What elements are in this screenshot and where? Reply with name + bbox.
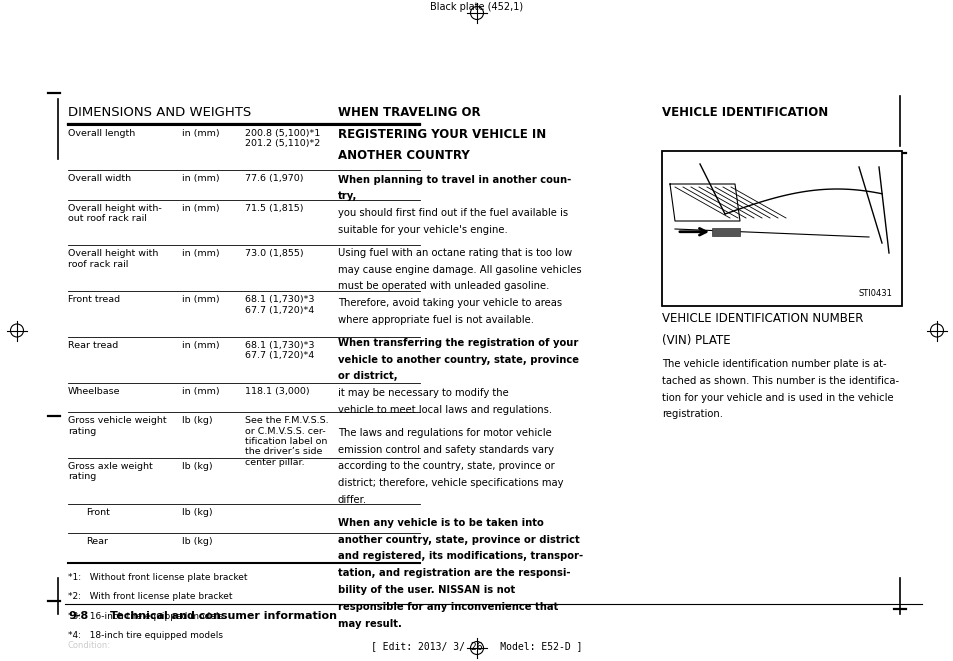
- Text: vehicle to another country, state, province: vehicle to another country, state, provi…: [337, 354, 578, 364]
- Text: may cause engine damage. All gasoline vehicles: may cause engine damage. All gasoline ve…: [337, 264, 581, 274]
- Text: suitable for your vehicle's engine.: suitable for your vehicle's engine.: [337, 225, 507, 235]
- Text: ANOTHER COUNTRY: ANOTHER COUNTRY: [337, 149, 469, 162]
- Text: lb (kg): lb (kg): [182, 508, 213, 517]
- Text: *1:   Without front license plate bracket: *1: Without front license plate bracket: [68, 572, 247, 582]
- Text: Rear: Rear: [86, 537, 108, 546]
- Text: in (mm): in (mm): [182, 295, 219, 304]
- Text: 200.8 (5,100)*1
201.2 (5,110)*2: 200.8 (5,100)*1 201.2 (5,110)*2: [245, 128, 320, 148]
- Text: Rear tread: Rear tread: [68, 341, 118, 350]
- Text: Front: Front: [86, 508, 110, 517]
- Text: where appropriate fuel is not available.: where appropriate fuel is not available.: [337, 315, 534, 325]
- Text: VEHICLE IDENTIFICATION NUMBER: VEHICLE IDENTIFICATION NUMBER: [661, 312, 862, 325]
- Text: emission control and safety standards vary: emission control and safety standards va…: [337, 444, 554, 455]
- Text: in (mm): in (mm): [182, 128, 219, 137]
- Text: responsible for any inconvenience that: responsible for any inconvenience that: [337, 602, 558, 611]
- Text: Wheelbase: Wheelbase: [68, 387, 120, 396]
- Text: *3:   16-inch tire equipped models: *3: 16-inch tire equipped models: [68, 611, 223, 621]
- Text: lb (kg): lb (kg): [182, 462, 213, 471]
- Text: 9-8: 9-8: [68, 611, 89, 621]
- Text: in (mm): in (mm): [182, 204, 219, 213]
- Text: differ.: differ.: [337, 495, 367, 505]
- Text: Gross axle weight
rating: Gross axle weight rating: [68, 462, 152, 481]
- Text: Technical and consumer information: Technical and consumer information: [110, 611, 336, 621]
- Text: lb (kg): lb (kg): [182, 416, 213, 425]
- Text: Therefore, avoid taking your vehicle to areas: Therefore, avoid taking your vehicle to …: [337, 298, 561, 308]
- Text: vehicle to meet local laws and regulations.: vehicle to meet local laws and regulatio…: [337, 405, 552, 415]
- Text: When planning to travel in another coun-: When planning to travel in another coun-: [337, 175, 571, 184]
- Text: in (mm): in (mm): [182, 341, 219, 350]
- Text: (VIN) PLATE: (VIN) PLATE: [661, 334, 730, 346]
- Text: Black plate (452,1): Black plate (452,1): [430, 2, 523, 12]
- Text: VEHICLE IDENTIFICATION: VEHICLE IDENTIFICATION: [661, 106, 827, 119]
- Text: tion for your vehicle and is used in the vehicle: tion for your vehicle and is used in the…: [661, 393, 893, 403]
- Text: and registered, its modifications, transpor-: and registered, its modifications, trans…: [337, 551, 582, 561]
- Text: See the F.M.V.S.S.
or C.M.V.S.S. cer-
tification label on
the driver’s side
cent: See the F.M.V.S.S. or C.M.V.S.S. cer- ti…: [245, 416, 328, 467]
- Text: *2:   With front license plate bracket: *2: With front license plate bracket: [68, 592, 233, 601]
- Text: must be operated with unleaded gasoline.: must be operated with unleaded gasoline.: [337, 282, 549, 292]
- Text: REGISTERING YOUR VEHICLE IN: REGISTERING YOUR VEHICLE IN: [337, 128, 546, 141]
- Text: Gross vehicle weight
rating: Gross vehicle weight rating: [68, 416, 167, 436]
- Text: district; therefore, vehicle specifications may: district; therefore, vehicle specificati…: [337, 478, 563, 488]
- Text: 118.1 (3,000): 118.1 (3,000): [245, 387, 310, 396]
- Text: The laws and regulations for motor vehicle: The laws and regulations for motor vehic…: [337, 428, 551, 438]
- Text: [ Edit: 2013/ 3/ 26   Model: E52-D ]: [ Edit: 2013/ 3/ 26 Model: E52-D ]: [371, 641, 582, 651]
- Text: DIMENSIONS AND WEIGHTS: DIMENSIONS AND WEIGHTS: [68, 106, 251, 119]
- Text: another country, state, province or district: another country, state, province or dist…: [337, 535, 579, 545]
- Text: Overall height with-
out roof rack rail: Overall height with- out roof rack rail: [68, 204, 162, 223]
- Text: in (mm): in (mm): [182, 249, 219, 258]
- Text: try,: try,: [337, 191, 357, 202]
- Text: The vehicle identification number plate is at-: The vehicle identification number plate …: [661, 359, 885, 369]
- Bar: [711, 227, 740, 236]
- Text: 73.0 (1,855): 73.0 (1,855): [245, 249, 303, 258]
- Text: in (mm): in (mm): [182, 175, 219, 183]
- Text: 71.5 (1,815): 71.5 (1,815): [245, 204, 303, 213]
- Text: When transferring the registration of your: When transferring the registration of yo…: [337, 338, 578, 348]
- Text: WHEN TRAVELING OR: WHEN TRAVELING OR: [337, 106, 480, 119]
- Text: in (mm): in (mm): [182, 387, 219, 396]
- Text: registration.: registration.: [661, 409, 722, 419]
- Text: bility of the user. NISSAN is not: bility of the user. NISSAN is not: [337, 585, 515, 595]
- Text: 68.1 (1,730)*3
67.7 (1,720)*4: 68.1 (1,730)*3 67.7 (1,720)*4: [245, 341, 314, 360]
- Text: 68.1 (1,730)*3
67.7 (1,720)*4: 68.1 (1,730)*3 67.7 (1,720)*4: [245, 295, 314, 315]
- Text: Using fuel with an octane rating that is too low: Using fuel with an octane rating that is…: [337, 248, 572, 258]
- Text: Overall width: Overall width: [68, 175, 131, 183]
- Text: STI0431: STI0431: [858, 289, 891, 298]
- Text: Front tread: Front tread: [68, 295, 120, 304]
- Text: When any vehicle is to be taken into: When any vehicle is to be taken into: [337, 518, 543, 527]
- Text: Overall height with
roof rack rail: Overall height with roof rack rail: [68, 249, 158, 269]
- Text: or district,: or district,: [337, 371, 397, 381]
- Text: tached as shown. This number is the identifica-: tached as shown. This number is the iden…: [661, 376, 898, 386]
- Text: tation, and registration are the responsi-: tation, and registration are the respons…: [337, 568, 570, 578]
- Text: may result.: may result.: [337, 619, 401, 629]
- Text: it may be necessary to modify the: it may be necessary to modify the: [337, 388, 508, 398]
- Text: according to the country, state, province or: according to the country, state, provinc…: [337, 461, 554, 471]
- Text: you should first find out if the fuel available is: you should first find out if the fuel av…: [337, 208, 568, 218]
- Text: lb (kg): lb (kg): [182, 537, 213, 546]
- Bar: [661, 151, 901, 306]
- Text: *4:   18-inch tire equipped models: *4: 18-inch tire equipped models: [68, 631, 223, 640]
- Text: 77.6 (1,970): 77.6 (1,970): [245, 175, 303, 183]
- Text: Overall length: Overall length: [68, 128, 135, 137]
- Text: Condition:: Condition:: [68, 641, 111, 650]
